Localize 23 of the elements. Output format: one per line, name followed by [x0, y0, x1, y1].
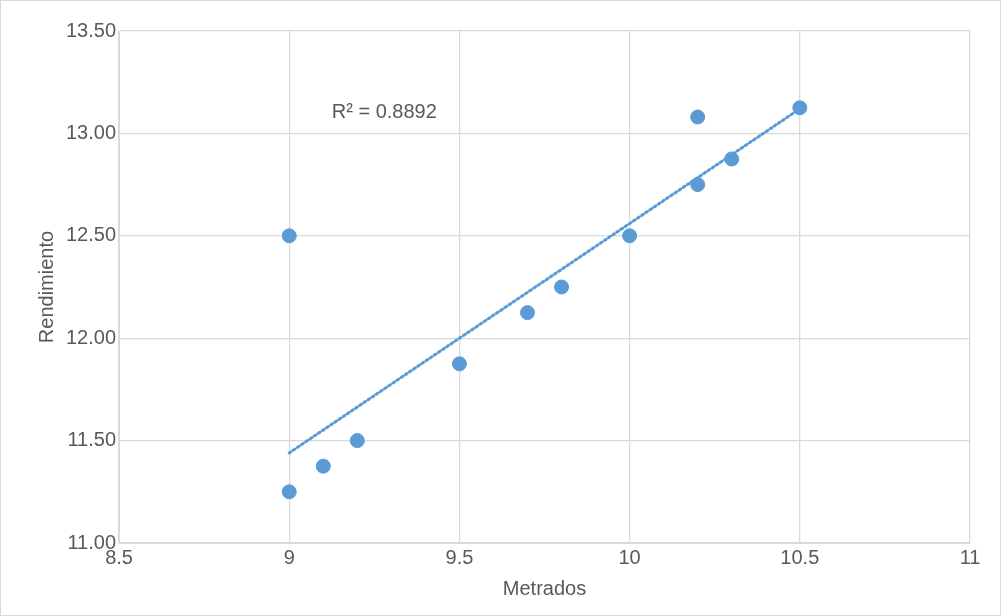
- x-tick-label: 9.5: [445, 545, 474, 568]
- y-tick-label: 12.00: [65, 325, 117, 348]
- y-axis-title: Rendimiento: [34, 230, 57, 344]
- y-tick-label: 13.50: [65, 18, 117, 41]
- x-axis-title: Metrados: [502, 576, 587, 599]
- y-tick-label: 13.00: [65, 120, 117, 143]
- y-tick-label: 12.50: [65, 223, 117, 246]
- x-tick-label: 10: [618, 545, 641, 568]
- point: [451, 356, 467, 372]
- x-tick-label: 10.5: [780, 545, 820, 568]
- y-tick-label: 11.50: [67, 428, 117, 451]
- x-tick-label: 11: [959, 545, 981, 568]
- point: [554, 279, 570, 295]
- annotation: R² = 0.8892: [331, 100, 437, 123]
- point: [622, 228, 638, 244]
- point: [349, 433, 365, 449]
- x-tick-label: 9: [283, 545, 295, 568]
- point: [690, 109, 706, 125]
- point: [315, 458, 331, 474]
- point: [792, 100, 808, 116]
- point: [520, 305, 536, 321]
- point: [281, 484, 297, 500]
- point: [281, 228, 297, 244]
